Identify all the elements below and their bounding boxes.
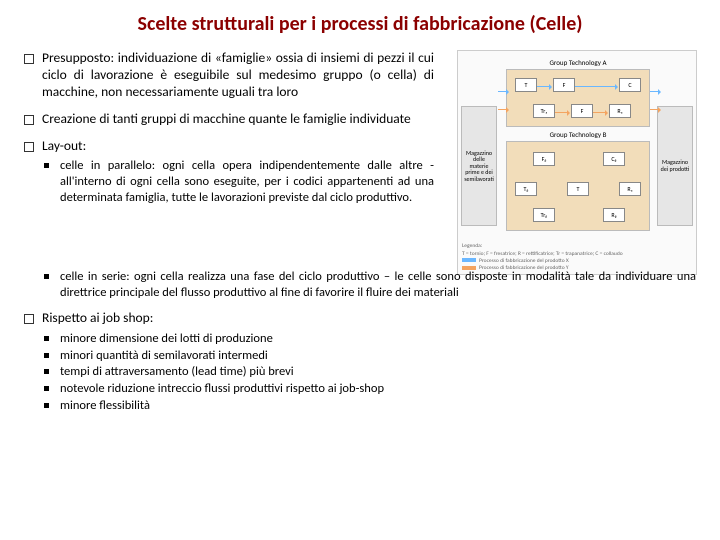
node-Fb: Fᵦ bbox=[533, 152, 555, 166]
right-column: Magazzino delle materie prime e dei semi… bbox=[451, 50, 696, 275]
bullet-3-label: Lay-out: bbox=[42, 137, 86, 154]
mag-right: Magazzino dei prodotti bbox=[657, 106, 693, 226]
arrow-a4 bbox=[593, 112, 607, 113]
legend-line2: T = tornio; F = fresatrice; R = rettific… bbox=[462, 251, 692, 258]
slide-title: Scelte strutturali per i processi di fab… bbox=[24, 12, 696, 36]
node-T: T bbox=[515, 78, 537, 92]
diagram: Magazzino delle materie prime e dei semi… bbox=[457, 50, 697, 275]
group-a: Group Technology A T F C Trₐ F Rₐ bbox=[506, 69, 650, 127]
bullet-4-sub-4: notevole riduzione intreccio flussi prod… bbox=[42, 381, 696, 397]
bullet-3-continued: celle in serie: ogni cella realizza una … bbox=[24, 269, 696, 300]
mag-left: Magazzino delle materie prime e dei semi… bbox=[461, 106, 497, 226]
bullet-1: Presupposto: individuazione di «famiglie… bbox=[24, 50, 434, 101]
content-row: Presupposto: individuazione di «famiglie… bbox=[24, 50, 696, 275]
bullet-list-lower: celle in serie: ogni cella realizza una … bbox=[24, 269, 696, 413]
bullet-4-label: Rispetto ai job shop: bbox=[42, 309, 153, 326]
node-F: F bbox=[553, 78, 575, 92]
diagram-legend: Legenda: T = tornio; F = fresatrice; R =… bbox=[462, 243, 692, 272]
bullet-2: Creazione di tanti gruppi di macchine qu… bbox=[24, 111, 434, 128]
arrow-out1 bbox=[650, 91, 660, 92]
bullet-4: Rispetto ai job shop: minore dimensione … bbox=[24, 310, 696, 413]
node-Trb: Trᵦ bbox=[533, 208, 555, 222]
legend-line3: Processo di fabbricazione del prodotto X bbox=[462, 258, 692, 265]
node-Tr: Trₐ bbox=[533, 104, 555, 118]
node-R2: Rₐ bbox=[619, 182, 641, 196]
arrow-a3 bbox=[555, 112, 569, 113]
bullet-4-sub-1: minore dimensione dei lotti di produzion… bbox=[42, 331, 696, 347]
arrow-a2 bbox=[575, 86, 617, 87]
node-Fb2: F bbox=[571, 104, 593, 118]
bullet-4-sublist: minore dimensione dei lotti di produzion… bbox=[42, 331, 696, 413]
bullet-3-sublist2: celle in serie: ogni cella realizza una … bbox=[42, 269, 696, 300]
bullet-3-sublist: celle in parallelo: ogni cella opera ind… bbox=[42, 158, 434, 205]
node-Rb: Rᵦ bbox=[603, 208, 625, 222]
bullet-list: Presupposto: individuazione di «famiglie… bbox=[24, 50, 451, 205]
bullet-4-sub-5: minore flessibilità bbox=[42, 398, 696, 414]
legend-line1: Legenda: bbox=[462, 243, 692, 250]
node-C: C bbox=[619, 78, 641, 92]
arrow-in2 bbox=[498, 109, 508, 110]
swatch-blue-icon bbox=[462, 258, 476, 262]
slide: Scelte strutturali per i processi di fab… bbox=[0, 0, 720, 540]
arrow-in1 bbox=[498, 91, 508, 92]
node-Tb: Tᵦ bbox=[515, 182, 537, 196]
group-b: Group Technology B Fᵦ Cᵦ Tᵦ T Rₐ Trᵦ Rᵦ bbox=[506, 141, 650, 231]
group-b-label: Group Technology B bbox=[507, 130, 649, 139]
group-a-label: Group Technology A bbox=[507, 58, 649, 67]
bullet-3-sub-2: celle in serie: ogni cella realizza una … bbox=[42, 269, 696, 300]
node-Cb: Cᵦ bbox=[603, 152, 625, 166]
node-T2: T bbox=[567, 182, 589, 196]
bullet-3-sub-1: celle in parallelo: ogni cella opera ind… bbox=[42, 158, 434, 205]
left-column: Presupposto: individuazione di «famiglie… bbox=[24, 50, 451, 275]
bullet-4-sub-3: tempi di attraversamento (lead time) più… bbox=[42, 364, 696, 380]
node-R: Rₐ bbox=[609, 104, 631, 118]
bullet-4-sub-2: minori quantità di semilavorati intermed… bbox=[42, 348, 696, 364]
arrow-a1 bbox=[537, 86, 551, 87]
bullet-3-head: Lay-out: celle in parallelo: ogni cella … bbox=[24, 138, 434, 206]
arrow-out2 bbox=[650, 109, 660, 110]
legend-text-3: Processo di fabbricazione del prodotto X bbox=[479, 258, 569, 264]
